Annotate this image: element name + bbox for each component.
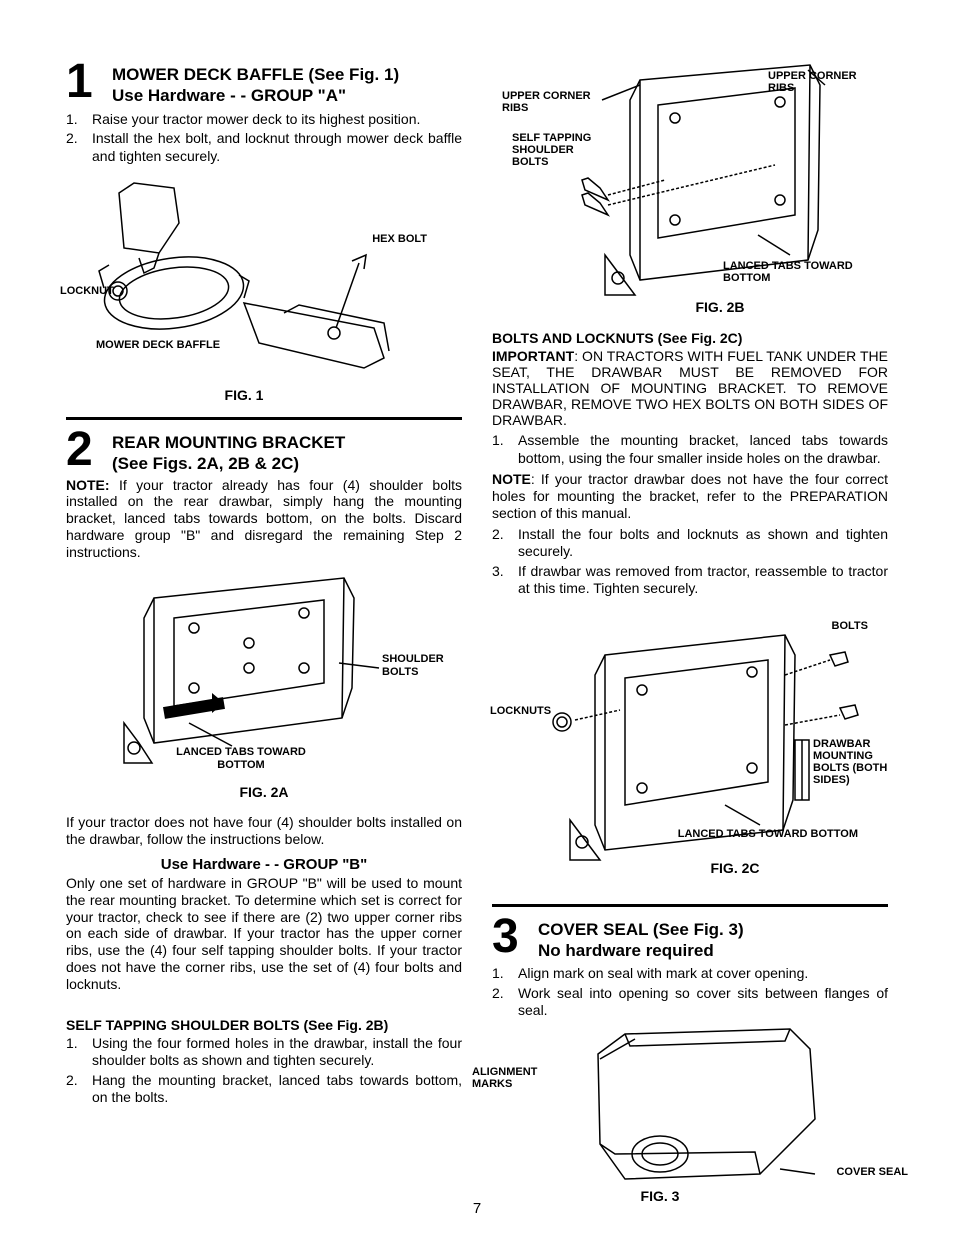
step2-title-l2: (See Figs. 2A, 2B & 2C): [112, 454, 299, 473]
step3-title-l2: No hardware required: [538, 941, 714, 960]
step1-header: 1 MOWER DECK BAFFLE (See Fig. 1) Use Har…: [66, 60, 462, 107]
list-item: 1.Align mark on seal with mark at cover …: [492, 965, 888, 983]
step3-title-l1: COVER SEAL (See Fig. 3): [538, 920, 744, 939]
self-tapping-heading: SELF TAPPING SHOULDER BOLTS (See Fig. 2B…: [66, 1017, 462, 1033]
fig1-caption: FIG. 1: [66, 387, 422, 403]
step1-list: 1.Raise your tractor mower deck to its h…: [66, 111, 462, 166]
fig2c-label-drawbar: DRAWBAR MOUNTING BOLTS (BOTH SIDES): [813, 738, 893, 786]
list-item: 1.Raise your tractor mower deck to its h…: [66, 111, 462, 129]
fig3-label-cover: COVER SEAL: [836, 1166, 908, 1178]
fig2b-label-ucr-left: UPPER CORNER RIBS: [502, 90, 602, 114]
step1-number: 1: [66, 60, 102, 103]
group-b-para: Only one set of hardware in GROUP "B" wi…: [66, 875, 462, 993]
fig2c-label-bolts: BOLTS: [832, 620, 868, 632]
fig2c-label-locknuts: LOCKNUTS: [490, 705, 551, 717]
figure-2b: UPPER CORNER RIBS UPPER CORNER RIBS SELF…: [492, 60, 888, 330]
list-item: 2.Install the four bolts and locknuts as…: [492, 526, 888, 561]
right-column: UPPER CORNER RIBS UPPER CORNER RIBS SELF…: [492, 60, 888, 1204]
important-note: IMPORTANT: ON TRACTORS WITH FUEL TANK UN…: [492, 348, 888, 428]
step2-title: REAR MOUNTING BRACKET (See Figs. 2A, 2B …: [112, 428, 345, 475]
fig3-svg: [530, 1024, 850, 1189]
step2-number: 2: [66, 428, 102, 471]
figure-1: HEX BOLT LOCKNUT MOWER DECK BAFFLE FIG. …: [66, 173, 462, 403]
fig2b-label-lanced: LANCED TABS TOWARD BOTTOM: [723, 260, 853, 284]
list-item: 2.Work seal into opening so cover sits b…: [492, 985, 888, 1020]
bolts-locknuts-heading: BOLTS AND LOCKNUTS (See Fig. 2C): [492, 330, 888, 346]
fig2a-label-shoulder: SHOULDER BOLTS: [382, 653, 462, 677]
step2-para-after: If your tractor does not have four (4) s…: [66, 814, 462, 848]
note2: NOTE: If your tractor drawbar does not h…: [492, 471, 888, 521]
bolts-list: 1.Assemble the mounting bracket, lanced …: [492, 432, 888, 467]
figure-2a: SHOULDER BOLTS LANCED TABS TOWARD BOTTOM…: [66, 568, 462, 808]
fig1-label-baffle: MOWER DECK BAFFLE: [96, 339, 220, 351]
fig1-label-locknut: LOCKNUT: [60, 285, 114, 297]
figure-2c: BOLTS LOCKNUTS DRAWBAR MOUNTING BOLTS (B…: [492, 610, 888, 890]
list-item: 1.Assemble the mounting bracket, lanced …: [492, 432, 888, 467]
step1-title: MOWER DECK BAFFLE (See Fig. 1) Use Hardw…: [112, 60, 399, 107]
fig2c-label-lanced: LANCED TABS TOWARD BOTTOM: [628, 828, 858, 840]
list-item: 3.If drawbar was removed from tractor, r…: [492, 563, 888, 598]
fig2b-label-selftap: SELF TAPPING SHOULDER BOLTS: [512, 132, 592, 168]
fig2b-caption: FIG. 2B: [552, 299, 888, 315]
fig1-label-hexbolt: HEX BOLT: [372, 233, 427, 245]
list-item: 2.Install the hex bolt, and locknut thro…: [66, 130, 462, 165]
note-label: NOTE:: [66, 477, 110, 493]
fig2c-caption: FIG. 2C: [582, 860, 888, 876]
fig2a-caption: FIG. 2A: [66, 784, 462, 800]
step3-number: 3: [492, 915, 528, 958]
divider: [66, 417, 462, 420]
step2-header: 2 REAR MOUNTING BRACKET (See Figs. 2A, 2…: [66, 428, 462, 475]
list-item: 1.Using the four formed holes in the dra…: [66, 1035, 462, 1070]
bolts-list2: 2.Install the four bolts and locknuts as…: [492, 526, 888, 598]
step1-title-l2: Use Hardware - - GROUP "A": [112, 86, 346, 105]
divider: [492, 904, 888, 907]
page-number: 7: [0, 1200, 954, 1217]
step1-title-l1: MOWER DECK BAFFLE (See Fig. 1): [112, 65, 399, 84]
fig2a-label-lanced: LANCED TABS TOWARD BOTTOM: [176, 746, 306, 770]
note-text: If your tractor already has four (4) sho…: [66, 477, 462, 560]
self-tapping-list: 1.Using the four formed holes in the dra…: [66, 1035, 462, 1107]
important-label: IMPORTANT: [492, 348, 574, 364]
note2-text: : If your tractor drawbar does not have …: [492, 471, 888, 521]
list-item: 2.Hang the mounting bracket, lanced tabs…: [66, 1072, 462, 1107]
step2-title-l1: REAR MOUNTING BRACKET: [112, 433, 345, 452]
two-column-layout: 1 MOWER DECK BAFFLE (See Fig. 1) Use Har…: [66, 60, 888, 1204]
figure-3: ALIGNMENT MARKS COVER SEAL FIG. 3: [492, 1024, 888, 1204]
use-hardware-b: Use Hardware - - GROUP "B": [66, 856, 462, 873]
step3-header: 3 COVER SEAL (See Fig. 3) No hardware re…: [492, 915, 888, 962]
left-column: 1 MOWER DECK BAFFLE (See Fig. 1) Use Har…: [66, 60, 462, 1204]
step2-note: NOTE: If your tractor already has four (…: [66, 477, 462, 561]
note2-label: NOTE: [492, 471, 531, 487]
fig3-label-align: ALIGNMENT MARKS: [472, 1066, 557, 1090]
fig2b-label-ucr-right: UPPER CORNER RIBS: [768, 70, 878, 94]
step3-title: COVER SEAL (See Fig. 3) No hardware requ…: [538, 915, 744, 962]
fig1-svg: [84, 173, 444, 383]
step3-list: 1.Align mark on seal with mark at cover …: [492, 965, 888, 1020]
